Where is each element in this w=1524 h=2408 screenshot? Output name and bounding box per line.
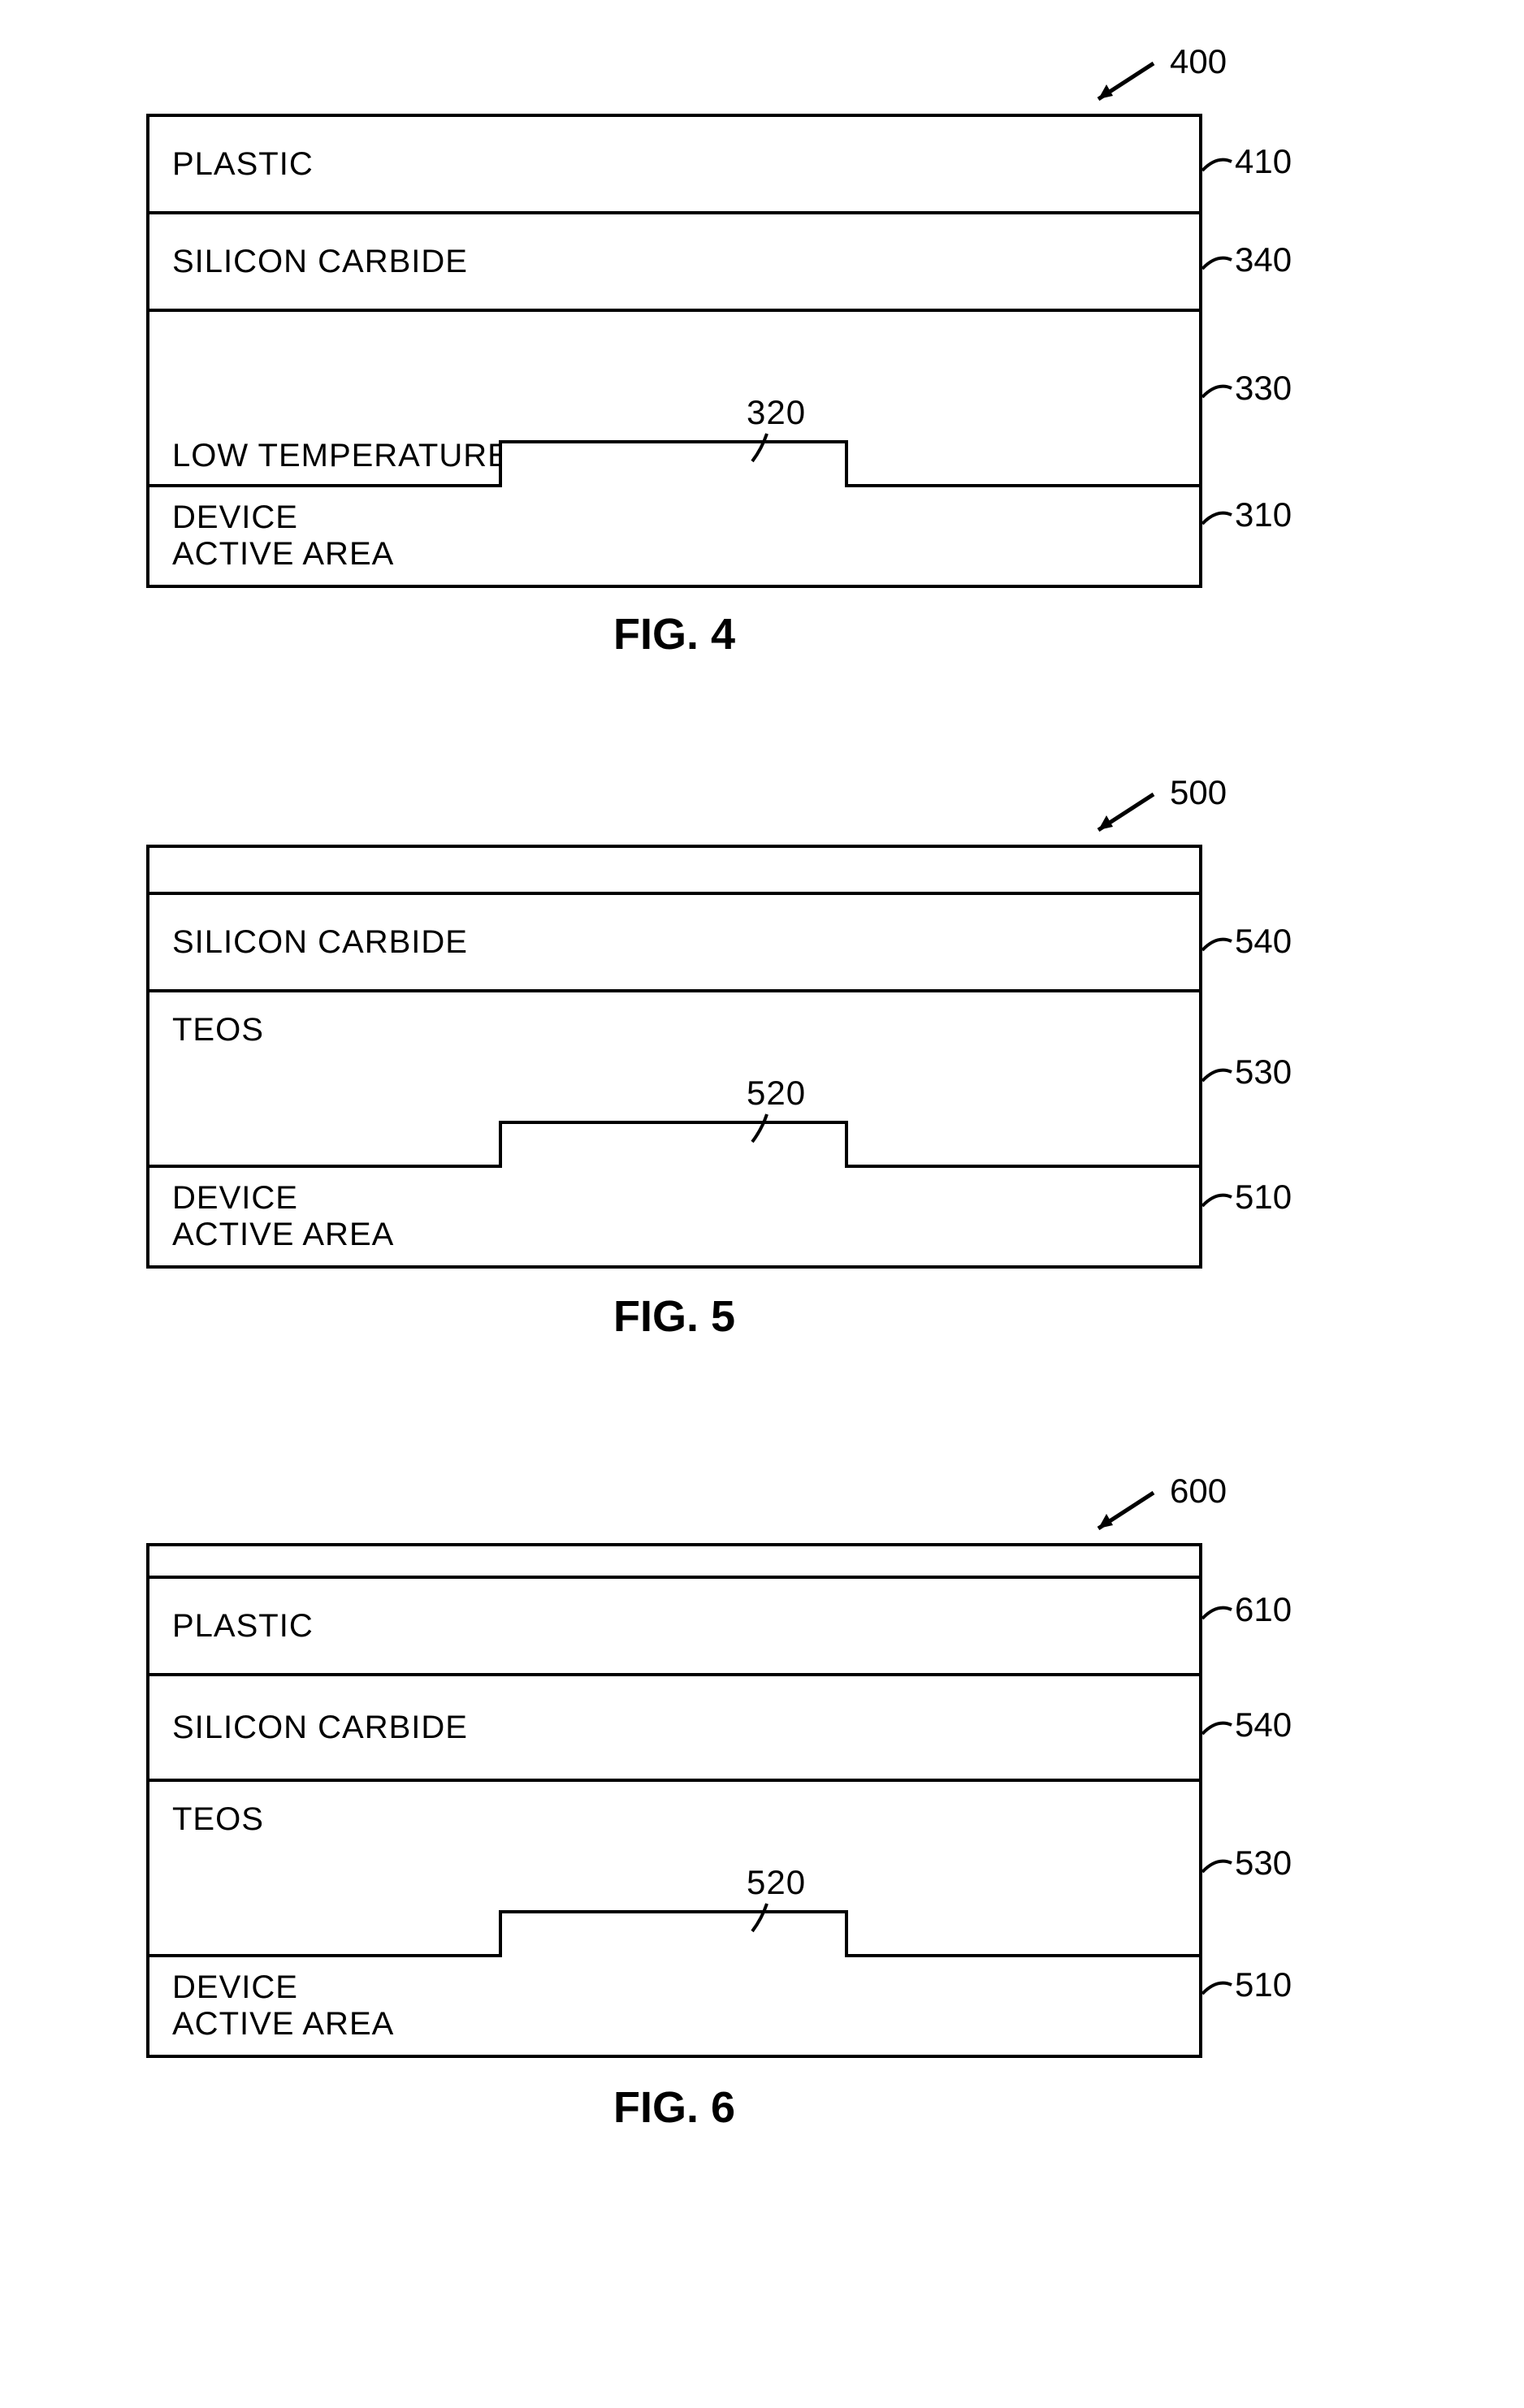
layer-label: TEOS [172,1801,264,1838]
ref-500: 500 [1170,773,1227,812]
ref-310: 310 [1235,495,1292,534]
tick-410 [1202,158,1235,183]
ref-610: 610 [1235,1590,1292,1629]
tick-310 [1202,512,1235,536]
layer-label-line1: DEVICE [172,1180,298,1217]
layer-blank-fig6 [149,1546,1199,1579]
layer-plastic-fig6: PLASTIC [149,1579,1199,1676]
tick-610 [1202,1606,1235,1631]
ref-340: 340 [1235,240,1292,279]
layer-active-fig6: DEVICE ACTIVE AREA [149,1957,1199,2055]
ref-540-fig6: 540 [1235,1705,1292,1744]
ref-400: 400 [1170,42,1227,81]
tick-530-fig6 [1202,1860,1235,1884]
layer-sic-fig4: SILICON CARBIDE [149,214,1199,312]
top-arrow-fig4 [1080,57,1178,106]
top-arrow-fig6 [1080,1486,1178,1535]
ref-600: 600 [1170,1472,1227,1511]
stack-fig6: PLASTIC SILICON CARBIDE TEOS 520 DEVICE … [146,1543,1202,2058]
layer-label: PLASTIC [172,1608,314,1645]
layer-blank-fig5 [149,848,1199,895]
tick-530-fig5 [1202,1069,1235,1093]
tick-340 [1202,257,1235,281]
layer-active-fig4: DEVICE ACTIVE AREA [149,487,1199,585]
layer-label: SILICON CARBIDE [172,1710,468,1746]
tick-510-fig6 [1202,1982,1235,2006]
ref-510-fig6: 510 [1235,1965,1292,2004]
caption-fig6: FIG. 6 [0,2082,1349,2133]
layer-label-line1: DEVICE [172,1969,298,2006]
layer-label: PLASTIC [172,146,314,183]
caption-fig4: FIG. 4 [0,609,1349,659]
layer-teos-fig6: TEOS 520 [149,1782,1199,1957]
ref-530-fig6: 530 [1235,1844,1292,1883]
layer-plastic-fig4: PLASTIC [149,117,1199,214]
figure-5: 500 SILICON CARBIDE TEOS 520 DEVICE ACTI… [0,780,1524,1381]
layer-sic-fig5: SILICON CARBIDE [149,895,1199,992]
layer-label-line2: ACTIVE AREA [172,2006,394,2043]
layer-label: SILICON CARBIDE [172,244,468,280]
ref-320: 320 [747,393,806,432]
ref-540-fig5: 540 [1235,922,1292,961]
ref-410: 410 [1235,142,1292,181]
tick-540-fig6 [1202,1722,1235,1746]
layer-lto-fig4: LOW TEMPERATURE OXIDE 320 [149,312,1199,487]
layer-active-fig5: DEVICE ACTIVE AREA [149,1168,1199,1265]
ref-520-fig6: 520 [747,1863,806,1902]
layer-label-line2: ACTIVE AREA [172,1217,394,1253]
layer-label-line1: DEVICE [172,499,298,536]
ref-330: 330 [1235,369,1292,408]
tick-540-fig5 [1202,938,1235,962]
ref-510-fig5: 510 [1235,1178,1292,1217]
layer-label-line2: ACTIVE AREA [172,536,394,573]
figure-4: 400 PLASTIC SILICON CARBIDE LOW TEMPERAT… [0,49,1524,682]
ref-520-fig5: 520 [747,1074,806,1113]
layer-sic-fig6: SILICON CARBIDE [149,1676,1199,1782]
stack-fig5: SILICON CARBIDE TEOS 520 DEVICE ACTIVE A… [146,845,1202,1269]
ref-530-fig5: 530 [1235,1053,1292,1092]
tick-330 [1202,385,1235,409]
leader-520-fig5 [767,1114,768,1115]
top-arrow-fig5 [1080,788,1178,837]
caption-fig5: FIG. 5 [0,1291,1349,1342]
layer-label: TEOS [172,1012,264,1048]
figure-6: 600 PLASTIC SILICON CARBIDE TEOS 520 DEV… [0,1478,1524,2160]
stack-fig4: PLASTIC SILICON CARBIDE LOW TEMPERATURE … [146,114,1202,588]
layer-teos-fig5: TEOS 520 [149,992,1199,1168]
tick-510-fig5 [1202,1194,1235,1218]
layer-label: SILICON CARBIDE [172,924,468,961]
